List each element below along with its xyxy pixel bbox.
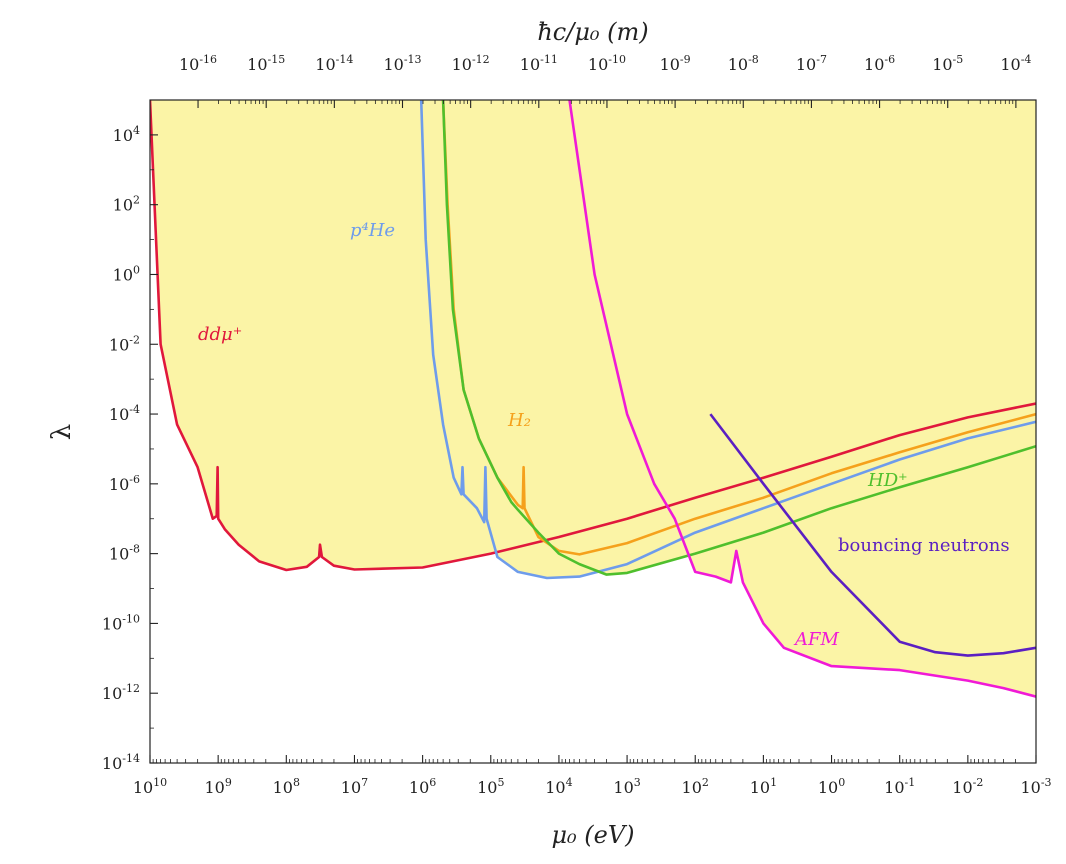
excluded-region <box>150 100 1036 697</box>
annotation-3: HD⁺ <box>867 470 908 491</box>
y-tick-label-6: 10-8 <box>109 543 140 564</box>
top-tick-label-1: 10-15 <box>247 53 285 74</box>
excluded-region-fill <box>150 100 1036 697</box>
y-tick-label-3: 10-2 <box>109 333 140 354</box>
series-annotations: ddμ⁺ p⁴He H₂ HD⁺ AFM bouncing neutrons <box>198 220 1010 650</box>
annotation-4: AFM <box>793 629 839 650</box>
annotation-5: bouncing neutrons <box>838 535 1010 556</box>
top-tick-label-6: 10-10 <box>588 53 626 74</box>
x-tick-label-8: 102 <box>682 776 709 797</box>
top-tick-label-10: 10-6 <box>864 53 895 74</box>
x-tick-label-12: 10-2 <box>952 776 983 797</box>
annotation-1: p⁴He <box>350 220 395 241</box>
y-tick-label-7: 10-10 <box>102 612 140 633</box>
y-tick-label-1: 102 <box>113 194 140 215</box>
series-line-1 <box>419 100 1036 580</box>
top-tick-label-7: 10-9 <box>660 53 691 74</box>
series-line-0 <box>150 100 1036 572</box>
series-lines <box>150 100 1036 698</box>
y-axis-title: λ <box>47 424 77 440</box>
x-tick-label-7: 103 <box>613 776 640 797</box>
x-tick-label-0: 1010 <box>133 776 167 797</box>
top-tick-label-3: 10-13 <box>383 53 421 74</box>
x-tick-label-5: 105 <box>477 776 504 797</box>
top-tick-label-9: 10-7 <box>796 53 827 74</box>
y-tick-label-9: 10-14 <box>102 752 140 773</box>
top-tick-label-0: 10-16 <box>179 53 217 74</box>
x-tick-label-4: 106 <box>409 776 436 797</box>
top-tick-label-2: 10-14 <box>315 53 353 74</box>
y-tick-label-0: 104 <box>113 124 140 145</box>
x-tick-label-2: 108 <box>273 776 300 797</box>
y-tick-label-2: 100 <box>113 263 140 284</box>
x-tick-label-9: 101 <box>750 776 777 797</box>
top-tick-label-8: 10-8 <box>728 53 759 74</box>
y-tick-label-8: 10-12 <box>102 682 140 703</box>
tick-labels: 1010 109 108 107 106 105 104 103 102 101 100 10-1 10… <box>102 53 1052 797</box>
axis-ticks <box>149 100 1037 764</box>
x-tick-label-11: 10-1 <box>884 776 915 797</box>
annotation-2: H₂ <box>507 410 531 431</box>
top-axis-title: ħc/μ₀ (m) <box>537 18 648 46</box>
series-line-5 <box>709 413 1036 657</box>
series-line-3 <box>441 100 1036 576</box>
x-tick-label-13: 10-3 <box>1020 776 1051 797</box>
x-tick-label-1: 109 <box>204 776 231 797</box>
top-tick-label-5: 10-11 <box>520 53 558 74</box>
top-tick-label-11: 10-5 <box>932 53 963 74</box>
top-tick-label-12: 10-4 <box>1000 53 1031 74</box>
top-tick-label-4: 10-12 <box>452 53 490 74</box>
y-tick-label-4: 10-4 <box>109 403 140 424</box>
series-line-4 <box>568 100 1036 698</box>
plot-frame <box>149 99 1037 764</box>
x-tick-label-3: 107 <box>341 776 368 797</box>
x-tick-label-6: 104 <box>545 776 572 797</box>
y-tick-label-5: 10-6 <box>109 473 140 494</box>
x-axis-title: μ₀ (eV) <box>551 821 634 849</box>
x-tick-label-10: 100 <box>818 776 845 797</box>
annotation-0: ddμ⁺ <box>198 324 242 345</box>
